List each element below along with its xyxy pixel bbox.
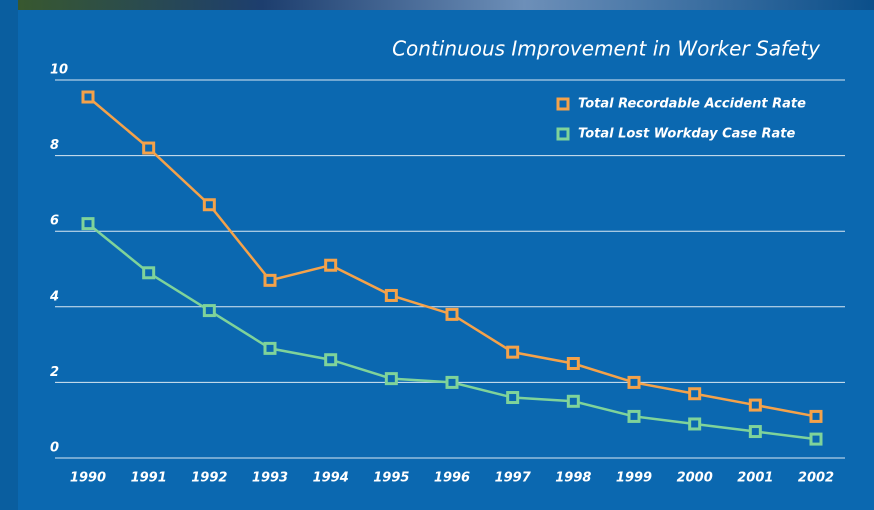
legend-label: Total Lost Workday Case Rate <box>578 127 795 142</box>
point-marker <box>263 273 277 287</box>
x-tick-label: 1992 <box>191 471 227 486</box>
point-marker <box>566 357 580 370</box>
point-marker <box>384 372 398 386</box>
point-marker <box>142 141 156 155</box>
side-strip <box>0 0 18 510</box>
point-marker <box>445 307 459 321</box>
y-tick-label: 2 <box>50 365 59 380</box>
x-tick-label: 2001 <box>737 471 773 486</box>
y-tick-label: 6 <box>50 214 59 229</box>
chart-title: Continuous Improvement in Worker Safety <box>392 37 821 61</box>
point-marker <box>748 398 762 412</box>
point-marker <box>324 258 338 272</box>
x-tick-label: 1999 <box>616 471 652 486</box>
point-marker <box>202 304 216 318</box>
point-marker <box>809 432 823 446</box>
legend-label: Total Recordable Accident Rate <box>578 97 806 112</box>
point-marker <box>263 341 277 355</box>
point-marker <box>627 409 641 423</box>
x-tick-label: 1991 <box>131 471 167 486</box>
legend-marker <box>556 97 570 111</box>
y-tick-label: 4 <box>49 289 59 304</box>
point-marker <box>445 375 459 389</box>
x-tick-label: 2002 <box>798 471 834 486</box>
series-line <box>87 96 817 418</box>
x-tick-label: 1990 <box>70 471 106 486</box>
x-tick-label: 1994 <box>313 471 349 486</box>
y-tick-label: 0 <box>50 441 59 456</box>
x-tick-label: 1997 <box>495 471 532 486</box>
point-marker <box>506 345 520 359</box>
point-marker <box>384 288 398 302</box>
point-marker <box>748 425 762 439</box>
series-line <box>87 222 817 441</box>
y-tick-label: 8 <box>50 138 59 153</box>
y-tick-label: 10 <box>50 63 68 78</box>
point-marker <box>566 394 580 408</box>
x-tick-label: 2000 <box>677 471 713 486</box>
point-marker <box>506 391 520 405</box>
point-marker <box>81 217 95 231</box>
point-marker <box>202 198 216 212</box>
x-tick-label: 1998 <box>555 471 591 486</box>
point-marker <box>627 375 641 389</box>
x-tick-label: 1996 <box>434 471 470 486</box>
point-marker <box>809 409 823 423</box>
point-marker <box>688 417 702 431</box>
point-marker <box>324 353 338 367</box>
point-marker <box>81 90 95 104</box>
x-tick-label: 1995 <box>373 471 409 486</box>
header-strip <box>0 0 874 10</box>
x-tick-label: 1993 <box>252 471 288 486</box>
point-marker <box>688 387 702 401</box>
legend-marker <box>556 127 570 141</box>
point-marker <box>142 266 156 280</box>
